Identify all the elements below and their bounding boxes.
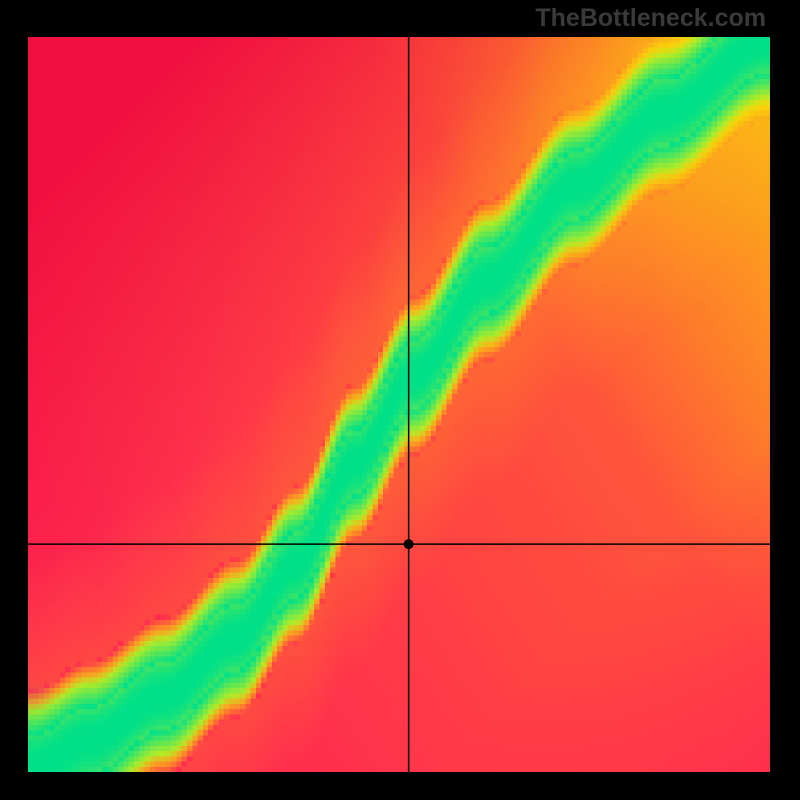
bottleneck-heatmap xyxy=(28,37,770,772)
watermark-text: TheBottleneck.com xyxy=(535,4,766,33)
chart-container: TheBottleneck.com xyxy=(0,0,800,800)
